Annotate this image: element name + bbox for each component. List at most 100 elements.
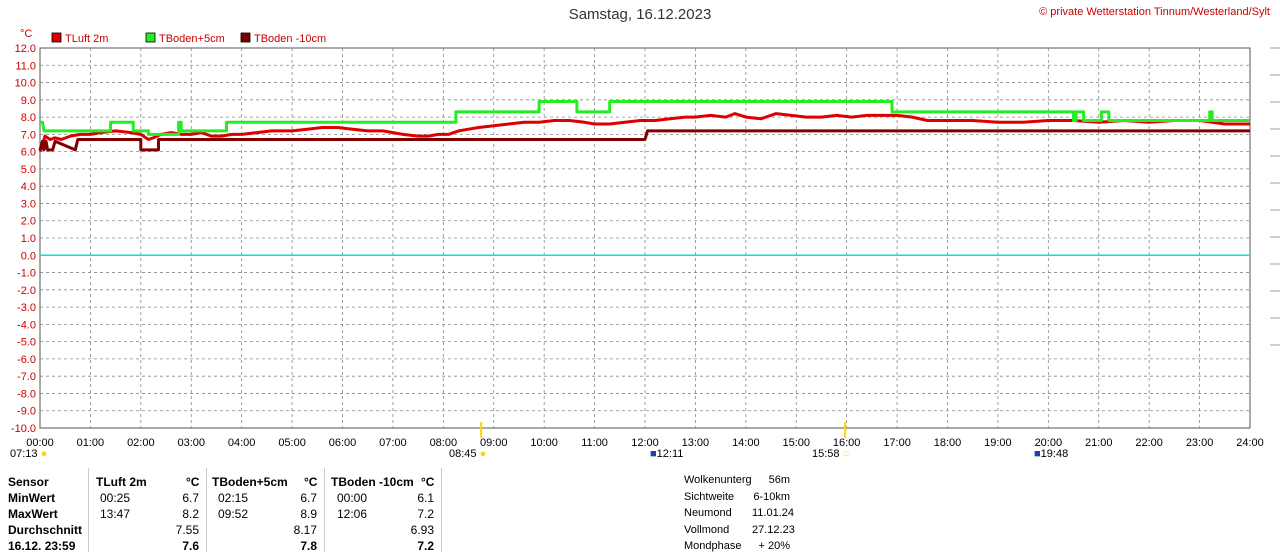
x-tick-label: 04:00 — [228, 437, 256, 449]
x-tick-label: 22:00 — [1135, 437, 1163, 449]
stat-value-tboden10: 6.1 — [417, 491, 434, 505]
info-label: Neumond — [684, 507, 732, 519]
chart-title: Samstag, 16.12.2023 — [568, 6, 712, 23]
series-line-1 — [40, 100, 1250, 136]
x-tick-label: 19:00 — [984, 437, 1012, 449]
y-tick-label: 2.0 — [21, 216, 36, 228]
y-tick-label: 12.0 — [15, 43, 36, 55]
y-tick-label: 0.0 — [21, 250, 36, 262]
x-tick-label: 17:00 — [883, 437, 911, 449]
x-tick-label: 13:00 — [682, 437, 710, 449]
stat-value-tluft: 7.55 — [175, 523, 199, 537]
x-tick-label: 09:00 — [480, 437, 508, 449]
legend-swatch — [145, 32, 156, 43]
y-tick-label: -6.0 — [17, 354, 36, 366]
stat-value-tluft: 7.6 — [182, 539, 199, 553]
y-tick-label: -2.0 — [17, 285, 36, 297]
x-tick-label: 11:00 — [581, 437, 608, 449]
y-tick-label: 10.0 — [15, 78, 36, 90]
x-tick-label: 15:00 — [782, 437, 810, 449]
x-tick-label: 00:00 — [26, 437, 54, 449]
legend-swatch — [240, 32, 251, 43]
x-tick-label: 21:00 — [1085, 437, 1113, 449]
y-tick-label: 6.0 — [21, 147, 36, 159]
stat-row-label: Durchschnitt — [8, 523, 83, 537]
info-value: 6-10km — [753, 490, 790, 503]
y-tick-label: 8.0 — [21, 112, 36, 124]
y-tick-label: -8.0 — [17, 388, 36, 400]
info-label: Wolkenunterg — [684, 474, 752, 486]
x-tick-label: 12:00 — [631, 437, 659, 449]
y-tick-label: 7.0 — [21, 129, 36, 141]
header-tboden10: TBoden -10cm — [331, 475, 414, 489]
info-value: + 20% — [758, 540, 791, 552]
stat-time-tboden10: 12:06 — [337, 507, 368, 521]
info-label: Mondphase — [684, 540, 742, 552]
y-tick-label: -7.0 — [17, 371, 36, 383]
night-label: ■19:48 — [1034, 448, 1069, 460]
header-tboden5: TBoden+5cm — [212, 475, 288, 489]
sunrise-fringe-label: 08:45 ● — [449, 448, 487, 460]
x-tick-label: 24:00 — [1236, 437, 1264, 449]
legend-label: TBoden+5cm — [159, 33, 225, 45]
y-axis-label: °C — [20, 28, 32, 40]
x-tick-label: 01:00 — [77, 437, 105, 449]
y-tick-label: 5.0 — [21, 164, 36, 176]
x-tick-label: 08:00 — [430, 437, 458, 449]
info-row: Vollmond 27.12.23 — [684, 523, 795, 536]
y-tick-label: 1.0 — [21, 233, 36, 245]
header-unit-2: °C — [304, 475, 318, 489]
legend-label: TLuft 2m — [65, 33, 108, 45]
y-tick-label: 11.0 — [15, 60, 36, 72]
x-tick-label: 10:00 — [530, 437, 558, 449]
x-tick-label: 02:00 — [127, 437, 155, 449]
sunset-label: 15:58 ○ — [812, 448, 850, 460]
x-tick-label: 16:00 — [833, 437, 861, 449]
info-value: 27.12.23 — [752, 523, 795, 536]
stat-value-tluft: 8.2 — [182, 507, 199, 521]
info-row: Sichtweite 6-10km — [684, 491, 790, 503]
x-tick-label: 06:00 — [329, 437, 357, 449]
x-tick-label: 03:00 — [177, 437, 205, 449]
stat-time-tboden5: 09:52 — [218, 507, 249, 521]
info-label: Sichtweite — [684, 490, 735, 503]
y-tick-label: -3.0 — [17, 302, 36, 314]
y-tick-label: 4.0 — [21, 181, 36, 193]
header-unit-3: °C — [421, 475, 435, 489]
info-label: Vollmond — [684, 523, 730, 536]
stat-time-tluft: 13:47 — [100, 507, 131, 521]
stat-row-label: MinWert — [8, 491, 56, 505]
sunrise-label: 07:13 ● — [10, 448, 48, 460]
legend-swatch — [51, 32, 62, 43]
temperature-chart: 12.0 11.0 10.0 9.0 8.0 7.0 6.0 5.0 4.0 3.0 2.0 1.0 0… — [11, 28, 1280, 449]
stat-value-tboden5: 8.9 — [300, 507, 317, 521]
y-tick-label: 3.0 — [21, 198, 36, 210]
y-tick-label: -1.0 — [17, 268, 36, 280]
header-sensor: Sensor — [8, 475, 49, 489]
y-tick-label: -9.0 — [17, 406, 36, 418]
x-tick-label: 23:00 — [1186, 437, 1214, 449]
stat-row-label: MaxWert — [8, 507, 58, 521]
stat-value-tboden10: 7.2 — [417, 539, 434, 553]
stat-value-tboden5: 7.8 — [300, 539, 317, 553]
series-line-2 — [38, 129, 1250, 152]
stat-value-tboden5: 8.17 — [293, 523, 317, 537]
stat-time-tboden10: 00:00 — [337, 491, 368, 505]
stat-time-tboden5: 02:15 — [218, 491, 249, 505]
sensor-stats-table: Sensor TLuft 2m °C TBoden+5cm °C TBoden … — [0, 468, 442, 553]
stat-value-tboden10: 6.93 — [410, 523, 434, 537]
copyright-label: © private Wetterstation Tinnum/Westerlan… — [1039, 6, 1270, 18]
info-row: Neumond 11.01.24 — [684, 507, 794, 519]
info-row: Mondphase + 20% — [684, 540, 790, 552]
stat-time-tluft: 00:25 — [100, 491, 131, 505]
stat-value-tboden5: 6.7 — [300, 491, 317, 505]
x-tick-label: 07:00 — [379, 437, 407, 449]
stat-value-tboden10: 7.2 — [417, 507, 434, 521]
y-tick-label: 9.0 — [21, 95, 36, 107]
y-tick-label: -5.0 — [17, 337, 36, 349]
legend-label: TBoden -10cm — [254, 33, 326, 45]
x-tick-label: 20:00 — [1035, 437, 1063, 449]
y-tick-label: -10.0 — [11, 423, 36, 435]
x-tick-label: 18:00 — [934, 437, 962, 449]
header-tluft: TLuft 2m — [96, 475, 147, 489]
